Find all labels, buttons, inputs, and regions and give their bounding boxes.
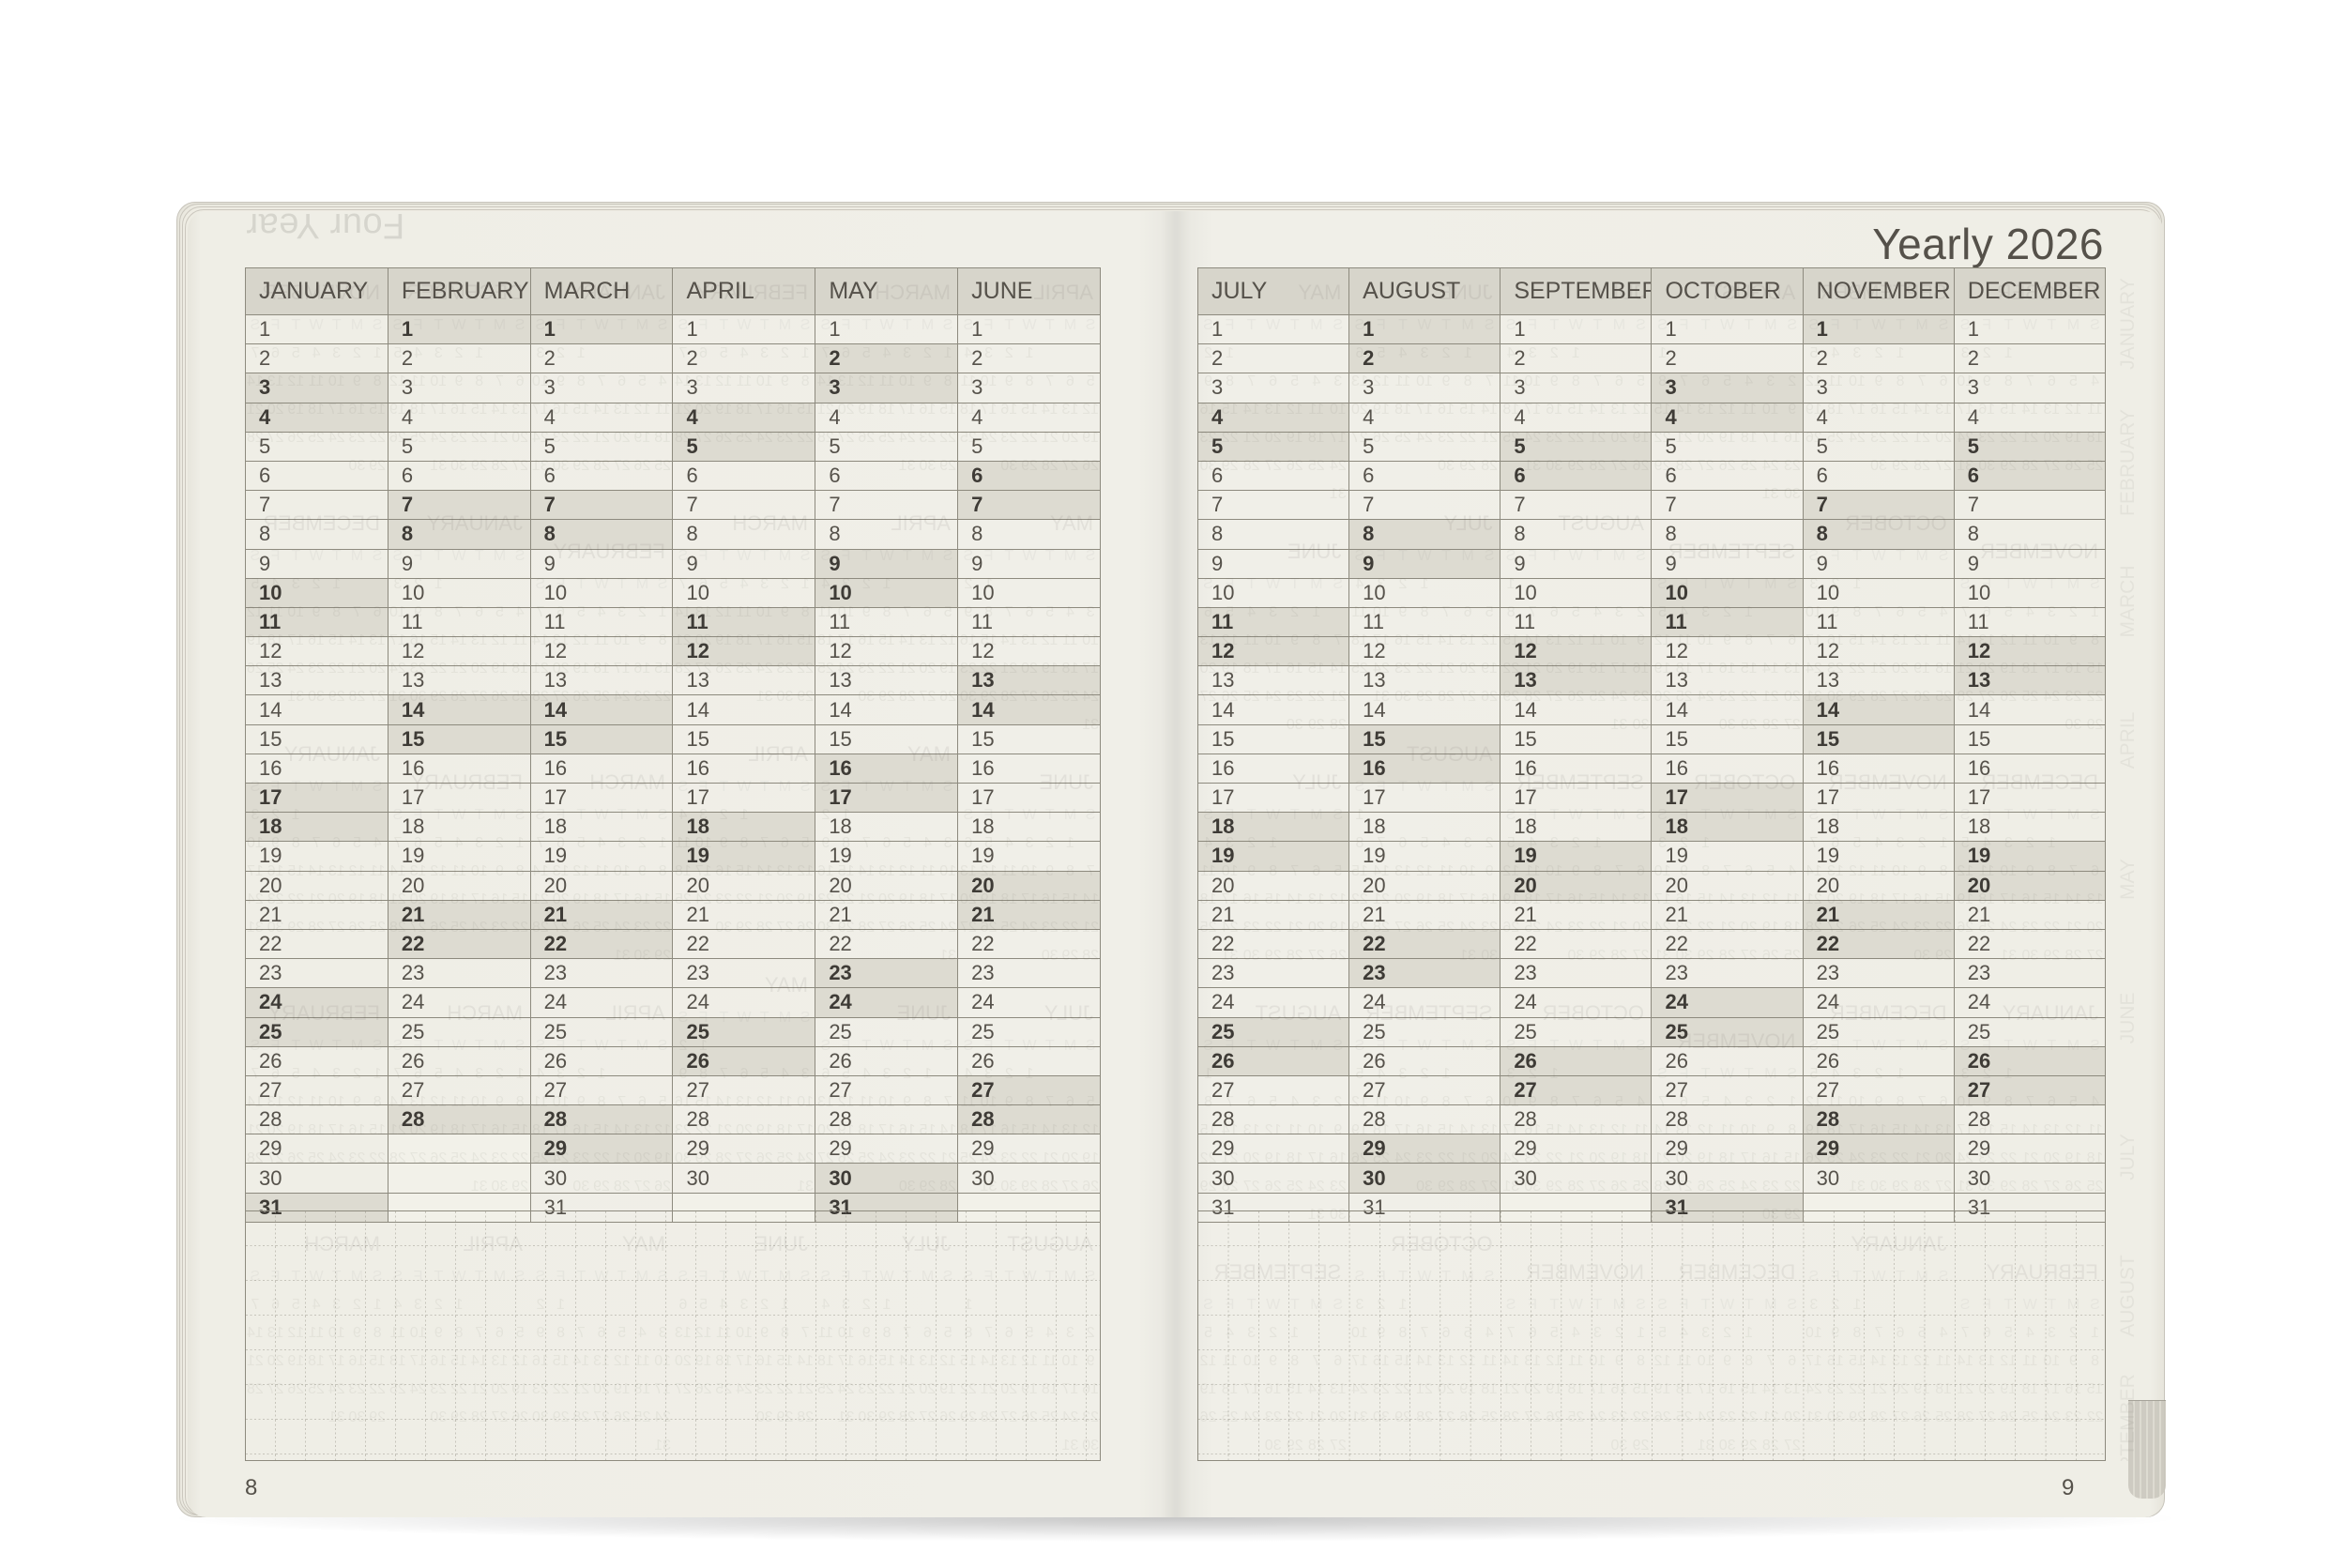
svg-text:FEBRUARY: FEBRUARY bbox=[2117, 409, 2139, 516]
svg-text:JANUARY: JANUARY bbox=[2117, 278, 2139, 370]
svg-text:AUGUST: AUGUST bbox=[2117, 1255, 2139, 1337]
svg-text:JULY: JULY bbox=[2117, 1134, 2139, 1180]
svg-text:APRIL: APRIL bbox=[2117, 712, 2139, 769]
svg-text:MAY: MAY bbox=[2117, 859, 2139, 900]
svg-text:JUNE: JUNE bbox=[2117, 993, 2139, 1044]
svg-text:SEPTEMBER: SEPTEMBER bbox=[2117, 1374, 2139, 1461]
svg-text:MARCH: MARCH bbox=[2117, 566, 2139, 638]
